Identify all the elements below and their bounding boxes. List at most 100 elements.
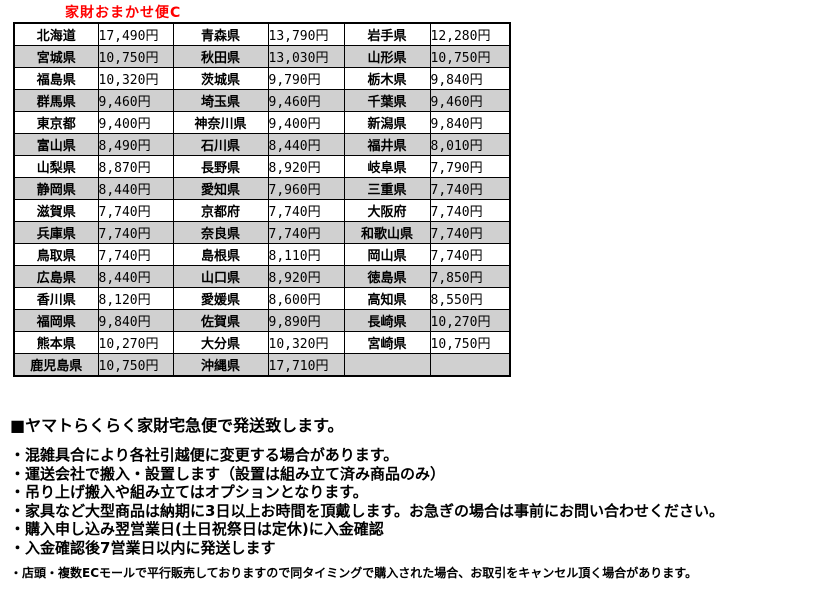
table-row: 福岡県 9,840円 佐賀県 9,890円 長崎県 10,270円 bbox=[13, 309, 511, 332]
shipping-notes: ■ヤマトらくらく家財宅急便で発送致します。 ・混雑具合により各社引越便に変更する… bbox=[10, 412, 815, 581]
prefecture-cell: 鹿児島県 bbox=[13, 353, 99, 377]
prefecture-cell: 新潟県 bbox=[343, 111, 431, 134]
prefecture-cell: 岡山県 bbox=[343, 243, 431, 266]
shipping-fee-table: 北海道 17,490円 青森県 13,790円 岩手県 12,280円 宮城県 10,750円… bbox=[13, 22, 511, 377]
page-title: 家財おまかせ便C bbox=[65, 5, 182, 21]
prefecture-cell: 奈良県 bbox=[172, 221, 269, 244]
prefecture-cell: 和歌山県 bbox=[343, 221, 431, 244]
price-cell: 10,750円 bbox=[429, 331, 511, 354]
prefecture-cell: 兵庫県 bbox=[13, 221, 99, 244]
price-cell: 8,440円 bbox=[97, 265, 174, 288]
note-bullet: ・購入申し込み翌営業日(土日祝祭日は定休)に入金確認 bbox=[10, 520, 384, 538]
price-cell: 8,490円 bbox=[97, 133, 174, 156]
price-cell: 8,120円 bbox=[97, 287, 174, 310]
table-row: 香川県 8,120円 愛媛県 8,600円 高知県 8,550円 bbox=[13, 287, 511, 310]
prefecture-cell: 鳥取県 bbox=[13, 243, 99, 266]
price-cell: 7,740円 bbox=[97, 243, 174, 266]
prefecture-cell: 富山県 bbox=[13, 133, 99, 156]
table-row: 富山県 8,490円 石川県 8,440円 福井県 8,010円 bbox=[13, 133, 511, 156]
price-cell: 10,320円 bbox=[97, 67, 174, 90]
price-cell: 9,400円 bbox=[267, 111, 345, 134]
prefecture-cell: 福井県 bbox=[343, 133, 431, 156]
price-cell: 7,740円 bbox=[97, 221, 174, 244]
prefecture-cell: 千葉県 bbox=[343, 89, 431, 112]
prefecture-cell: 岩手県 bbox=[343, 22, 431, 46]
table-row: 東京都 9,400円 神奈川県 9,400円 新潟県 9,840円 bbox=[13, 111, 511, 134]
prefecture-cell: 東京都 bbox=[13, 111, 99, 134]
prefecture-cell: 香川県 bbox=[13, 287, 99, 310]
price-cell: 7,740円 bbox=[267, 199, 345, 222]
note-bullet: ・運送会社で搬入・設置します（設置は組み立て済み商品のみ） bbox=[10, 464, 446, 483]
price-cell: 7,740円 bbox=[429, 177, 511, 200]
price-cell: 10,750円 bbox=[97, 45, 174, 68]
price-cell: 10,750円 bbox=[97, 353, 174, 377]
price-cell: 17,710円 bbox=[267, 353, 345, 377]
table-row: 広島県 8,440円 山口県 8,920円 徳島県 7,850円 bbox=[13, 265, 511, 288]
price-cell: 9,840円 bbox=[429, 111, 511, 134]
price-cell: 8,920円 bbox=[267, 265, 345, 288]
notes-footnote: ・店頭・複数ECモールで平行販売しておりますので同タイミングで購入された場合、お… bbox=[10, 566, 698, 580]
price-cell: 9,460円 bbox=[97, 89, 174, 112]
table-row: 宮城県 10,750円 秋田県 13,030円 山形県 10,750円 bbox=[13, 45, 511, 68]
note-bullet: ・家具など大型商品は納期に3日以上お時間を頂戴します。お急ぎの場合は事前にお問い… bbox=[10, 501, 724, 520]
prefecture-cell: 佐賀県 bbox=[172, 309, 269, 332]
table-row: 鹿児島県 10,750円 沖縄県 17,710円 bbox=[13, 353, 511, 377]
price-cell: 7,740円 bbox=[267, 221, 345, 244]
price-cell: 7,740円 bbox=[429, 199, 511, 222]
price-cell: 10,270円 bbox=[97, 331, 174, 354]
prefecture-cell: 秋田県 bbox=[172, 45, 269, 68]
price-cell: 17,490円 bbox=[97, 22, 174, 46]
prefecture-cell: 島根県 bbox=[172, 243, 269, 266]
price-cell: 8,920円 bbox=[267, 155, 345, 178]
prefecture-cell: 岐阜県 bbox=[343, 155, 431, 178]
price-cell: 8,010円 bbox=[429, 133, 511, 156]
prefecture-cell: 熊本県 bbox=[13, 331, 99, 354]
prefecture-cell: 広島県 bbox=[13, 265, 99, 288]
prefecture-cell: 長崎県 bbox=[343, 309, 431, 332]
price-cell: 10,270円 bbox=[429, 309, 511, 332]
price-cell: 8,110円 bbox=[267, 243, 345, 266]
table-row: 福島県 10,320円 茨城県 9,790円 栃木県 9,840円 bbox=[13, 67, 511, 90]
price-cell: 13,030円 bbox=[267, 45, 345, 68]
prefecture-cell: 大阪府 bbox=[343, 199, 431, 222]
price-cell: 8,440円 bbox=[267, 133, 345, 156]
note-bullet: ・吊り上げ搬入や組み立てはオプションとなります。 bbox=[10, 483, 368, 501]
prefecture-cell: 愛知県 bbox=[172, 177, 269, 200]
price-cell: 10,750円 bbox=[429, 45, 511, 68]
prefecture-cell: 茨城県 bbox=[172, 67, 269, 90]
price-cell bbox=[429, 353, 511, 377]
note-bullet: ・入金確認後7営業日以内に発送します bbox=[10, 538, 276, 557]
prefecture-cell: 青森県 bbox=[172, 22, 269, 46]
table-row: 滋賀県 7,740円 京都府 7,740円 大阪府 7,740円 bbox=[13, 199, 511, 222]
price-cell: 7,790円 bbox=[429, 155, 511, 178]
price-cell: 7,960円 bbox=[267, 177, 345, 200]
price-cell: 9,790円 bbox=[267, 67, 345, 90]
prefecture-cell: 長野県 bbox=[172, 155, 269, 178]
prefecture-cell: 栃木県 bbox=[343, 67, 431, 90]
price-cell: 8,550円 bbox=[429, 287, 511, 310]
table-row: 熊本県 10,270円 大分県 10,320円 宮崎県 10,750円 bbox=[13, 331, 511, 354]
prefecture-cell: 静岡県 bbox=[13, 177, 99, 200]
price-cell: 9,460円 bbox=[429, 89, 511, 112]
prefecture-cell: 山形県 bbox=[343, 45, 431, 68]
prefecture-cell: 山梨県 bbox=[13, 155, 99, 178]
price-cell: 8,440円 bbox=[97, 177, 174, 200]
notes-heading: ■ヤマトらくらく家財宅急便で発送致します。 bbox=[10, 416, 344, 435]
notes-bullet-list: ・混雑具合により各社引越便に変更する場合があります。 ・運送会社で搬入・設置します… bbox=[10, 446, 815, 557]
prefecture-cell: 三重県 bbox=[343, 177, 431, 200]
table-row: 静岡県 8,440円 愛知県 7,960円 三重県 7,740円 bbox=[13, 177, 511, 200]
price-cell: 9,890円 bbox=[267, 309, 345, 332]
prefecture-cell: 大分県 bbox=[172, 331, 269, 354]
prefecture-cell: 山口県 bbox=[172, 265, 269, 288]
price-cell: 12,280円 bbox=[429, 22, 511, 46]
price-cell: 9,460円 bbox=[267, 89, 345, 112]
table-row: 山梨県 8,870円 長野県 8,920円 岐阜県 7,790円 bbox=[13, 155, 511, 178]
price-cell: 9,400円 bbox=[97, 111, 174, 134]
prefecture-cell: 石川県 bbox=[172, 133, 269, 156]
table-row: 北海道 17,490円 青森県 13,790円 岩手県 12,280円 bbox=[13, 22, 511, 46]
prefecture-cell: 愛媛県 bbox=[172, 287, 269, 310]
price-cell: 10,320円 bbox=[267, 331, 345, 354]
prefecture-cell: 京都府 bbox=[172, 199, 269, 222]
prefecture-cell: 滋賀県 bbox=[13, 199, 99, 222]
prefecture-cell: 北海道 bbox=[13, 22, 99, 46]
